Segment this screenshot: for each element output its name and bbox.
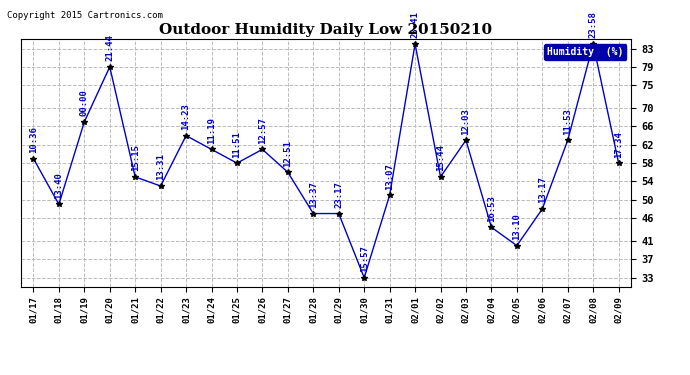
Text: Copyright 2015 Cartronics.com: Copyright 2015 Cartronics.com xyxy=(7,11,163,20)
Title: Outdoor Humidity Daily Low 20150210: Outdoor Humidity Daily Low 20150210 xyxy=(159,23,493,37)
Text: 12:51: 12:51 xyxy=(284,140,293,167)
Text: 14:23: 14:23 xyxy=(181,103,190,130)
Text: 15:15: 15:15 xyxy=(130,144,139,171)
Legend: Humidity  (%): Humidity (%) xyxy=(544,44,627,60)
Text: 16:53: 16:53 xyxy=(487,195,496,222)
Text: 23:58: 23:58 xyxy=(589,12,598,38)
Text: 23:17: 23:17 xyxy=(334,181,343,208)
Text: 12:03: 12:03 xyxy=(462,108,471,135)
Text: 12:57: 12:57 xyxy=(258,117,267,144)
Text: 13:17: 13:17 xyxy=(538,177,546,203)
Text: 10:36: 10:36 xyxy=(29,126,38,153)
Text: 17:34: 17:34 xyxy=(614,131,623,158)
Text: 13:07: 13:07 xyxy=(385,163,394,190)
Text: 23:41: 23:41 xyxy=(411,12,420,38)
Text: 13:10: 13:10 xyxy=(513,213,522,240)
Text: 11:53: 11:53 xyxy=(563,108,572,135)
Text: 13:37: 13:37 xyxy=(309,181,318,208)
Text: 21:44: 21:44 xyxy=(106,34,115,62)
Text: 15:44: 15:44 xyxy=(436,144,445,171)
Text: 00:00: 00:00 xyxy=(80,90,89,116)
Text: 13:40: 13:40 xyxy=(55,172,63,199)
Text: 15:57: 15:57 xyxy=(359,245,368,272)
Text: 11:19: 11:19 xyxy=(207,117,216,144)
Text: 13:31: 13:31 xyxy=(156,154,165,180)
Text: 11:51: 11:51 xyxy=(233,131,241,158)
